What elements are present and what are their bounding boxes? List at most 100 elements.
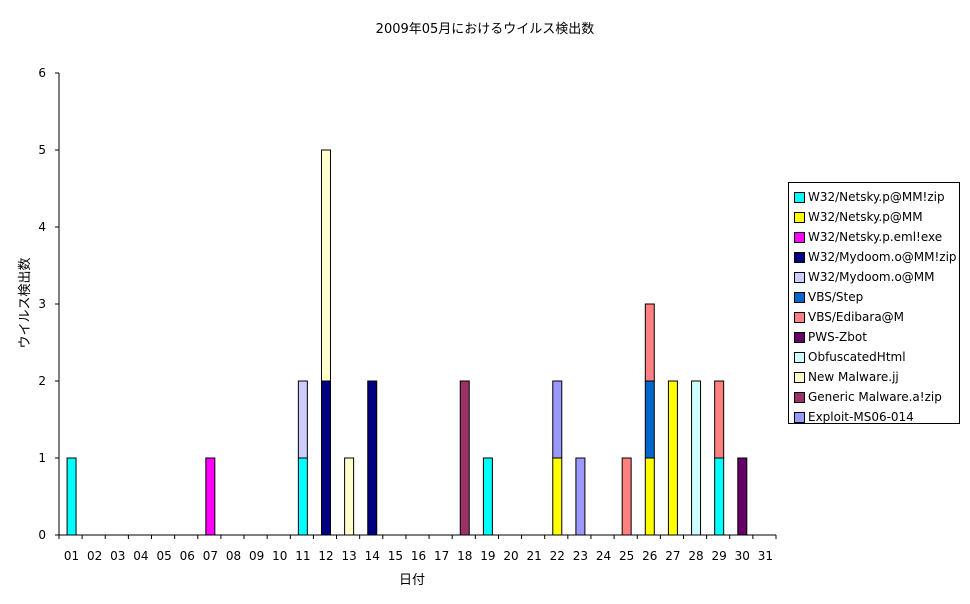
legend-item: W32/Netsky.p@MM!zip (789, 187, 959, 207)
bar-22-series-1 (552, 457, 563, 536)
chart-title: 2009年05月におけるウイルス検出数 (376, 22, 595, 37)
bar-29-series-6 (714, 380, 725, 459)
x-tick-label: 06 (180, 549, 195, 563)
x-tick-label: 08 (226, 549, 241, 563)
legend-label: ObfuscatedHtml (808, 350, 906, 364)
legend-swatch (794, 391, 805, 403)
legend-swatch (794, 351, 805, 363)
bar-25-series-6 (621, 457, 632, 536)
y-tick-label: 1 (38, 451, 46, 465)
legend-item: W32/Netsky.p.eml!exe (789, 227, 959, 247)
y-tick-label: 2 (38, 374, 46, 388)
x-tick-label: 24 (596, 549, 611, 563)
x-tick-label: 05 (156, 549, 171, 563)
y-tick-label: 6 (38, 66, 46, 80)
legend-swatch (794, 231, 805, 243)
legend-item: W32/Mydoom.o@MM (789, 267, 959, 287)
bar-12-series-9 (320, 149, 331, 382)
x-tick-label: 20 (503, 549, 518, 563)
legend-swatch (794, 411, 805, 423)
legend-item: Exploit-MS06-014 (789, 407, 959, 427)
legend-item: New Malware.jj (789, 367, 959, 387)
legend-item: W32/Mydoom.o@MM!zip (789, 247, 959, 267)
x-tick-label: 07 (203, 549, 218, 563)
legend-swatch (794, 331, 805, 343)
bar-22-series-11 (552, 380, 563, 459)
legend-swatch (794, 191, 805, 203)
y-tick-label: 5 (38, 143, 46, 157)
y-tick-label: 0 (38, 528, 46, 542)
legend-label: W32/Netsky.p.eml!exe (808, 230, 943, 244)
x-tick-label: 28 (688, 549, 703, 563)
legend-swatch (794, 291, 805, 303)
legend-label: VBS/Edibara@M (808, 310, 905, 324)
x-tick-label: 26 (642, 549, 657, 563)
x-axis-label: 日付 (399, 573, 425, 588)
legend-label: W32/Netsky.p@MM!zip (808, 190, 945, 204)
x-tick-label: 23 (573, 549, 588, 563)
x-tick-label: 19 (480, 549, 495, 563)
legend-swatch (794, 211, 805, 223)
y-ticks-group: 0 1 2 3 4 5 6 (38, 66, 59, 542)
bar-29-series-0 (714, 457, 725, 536)
legend-item: VBS/Edibara@M (789, 307, 959, 327)
bar-26-series-1 (644, 457, 655, 536)
legend-label: Generic Malware.a!zip (808, 390, 942, 404)
x-tick-label: 10 (272, 549, 287, 563)
legend-item: VBS/Step (789, 287, 959, 307)
bar-26-series-6 (644, 303, 655, 382)
x-ticks-group: 01 02 03 04 05 06 07 08 09 10 11 12 13 14 15 16 17 18 19 20… (58, 535, 777, 563)
bar-12-series-3 (320, 380, 331, 536)
x-tick-label: 29 (712, 549, 727, 563)
x-tick-label: 18 (457, 549, 472, 563)
legend-label: W32/Netsky.p@MM (808, 210, 923, 224)
x-tick-label: 17 (434, 549, 449, 563)
bar-11-series-0 (297, 457, 308, 536)
bar-07-series-2 (205, 457, 216, 536)
x-tick-label: 31 (758, 549, 773, 563)
bar-01-series-0 (66, 457, 77, 536)
x-tick-label: 30 (735, 549, 750, 563)
x-tick-label: 01 (64, 549, 79, 563)
bar-18-series-10 (459, 380, 470, 536)
x-tick-label: 13 (341, 549, 356, 563)
legend-item: Generic Malware.a!zip (789, 387, 959, 407)
legend-label: Exploit-MS06-014 (808, 410, 914, 424)
bar-13-series-9 (344, 457, 355, 536)
x-tick-label: 12 (318, 549, 333, 563)
legend-swatch (794, 271, 805, 283)
legend-swatch (794, 371, 805, 383)
legend-label: PWS-Zbot (808, 330, 867, 344)
legend: W32/Netsky.p@MM!zip W32/Netsky.p@MM W32/Ne… (788, 182, 960, 424)
x-tick-label: 03 (110, 549, 125, 563)
bar-14-series-3 (367, 380, 378, 536)
x-tick-label: 16 (411, 549, 426, 563)
bar-23-series-11 (575, 457, 586, 536)
x-tick-label: 14 (365, 549, 380, 563)
y-axis-label: ウイルス検出数 (18, 257, 33, 348)
x-tick-label: 04 (133, 549, 148, 563)
bar-30-series-7 (737, 457, 748, 536)
legend-label: W32/Mydoom.o@MM!zip (808, 250, 957, 264)
legend-label: New Malware.jj (808, 370, 899, 384)
legend-item: ObfuscatedHtml (789, 347, 959, 367)
legend-item: W32/Netsky.p@MM (789, 207, 959, 227)
y-tick-label: 3 (38, 297, 46, 311)
legend-label: VBS/Step (808, 290, 864, 304)
x-tick-label: 21 (527, 549, 542, 563)
x-tick-label: 25 (619, 549, 634, 563)
bars-group (66, 149, 748, 536)
bar-11-series-4 (297, 380, 308, 459)
bar-27-series-1 (667, 380, 678, 536)
x-tick-label: 22 (550, 549, 565, 563)
legend-swatch (794, 311, 805, 323)
y-tick-label: 4 (38, 220, 46, 234)
bar-28-series-8 (691, 380, 702, 536)
x-tick-label: 11 (295, 549, 310, 563)
x-tick-label: 09 (249, 549, 264, 563)
bar-26-series-5 (644, 380, 655, 459)
legend-swatch (794, 251, 805, 263)
bar-19-series-0 (482, 457, 493, 536)
x-tick-label: 15 (388, 549, 403, 563)
